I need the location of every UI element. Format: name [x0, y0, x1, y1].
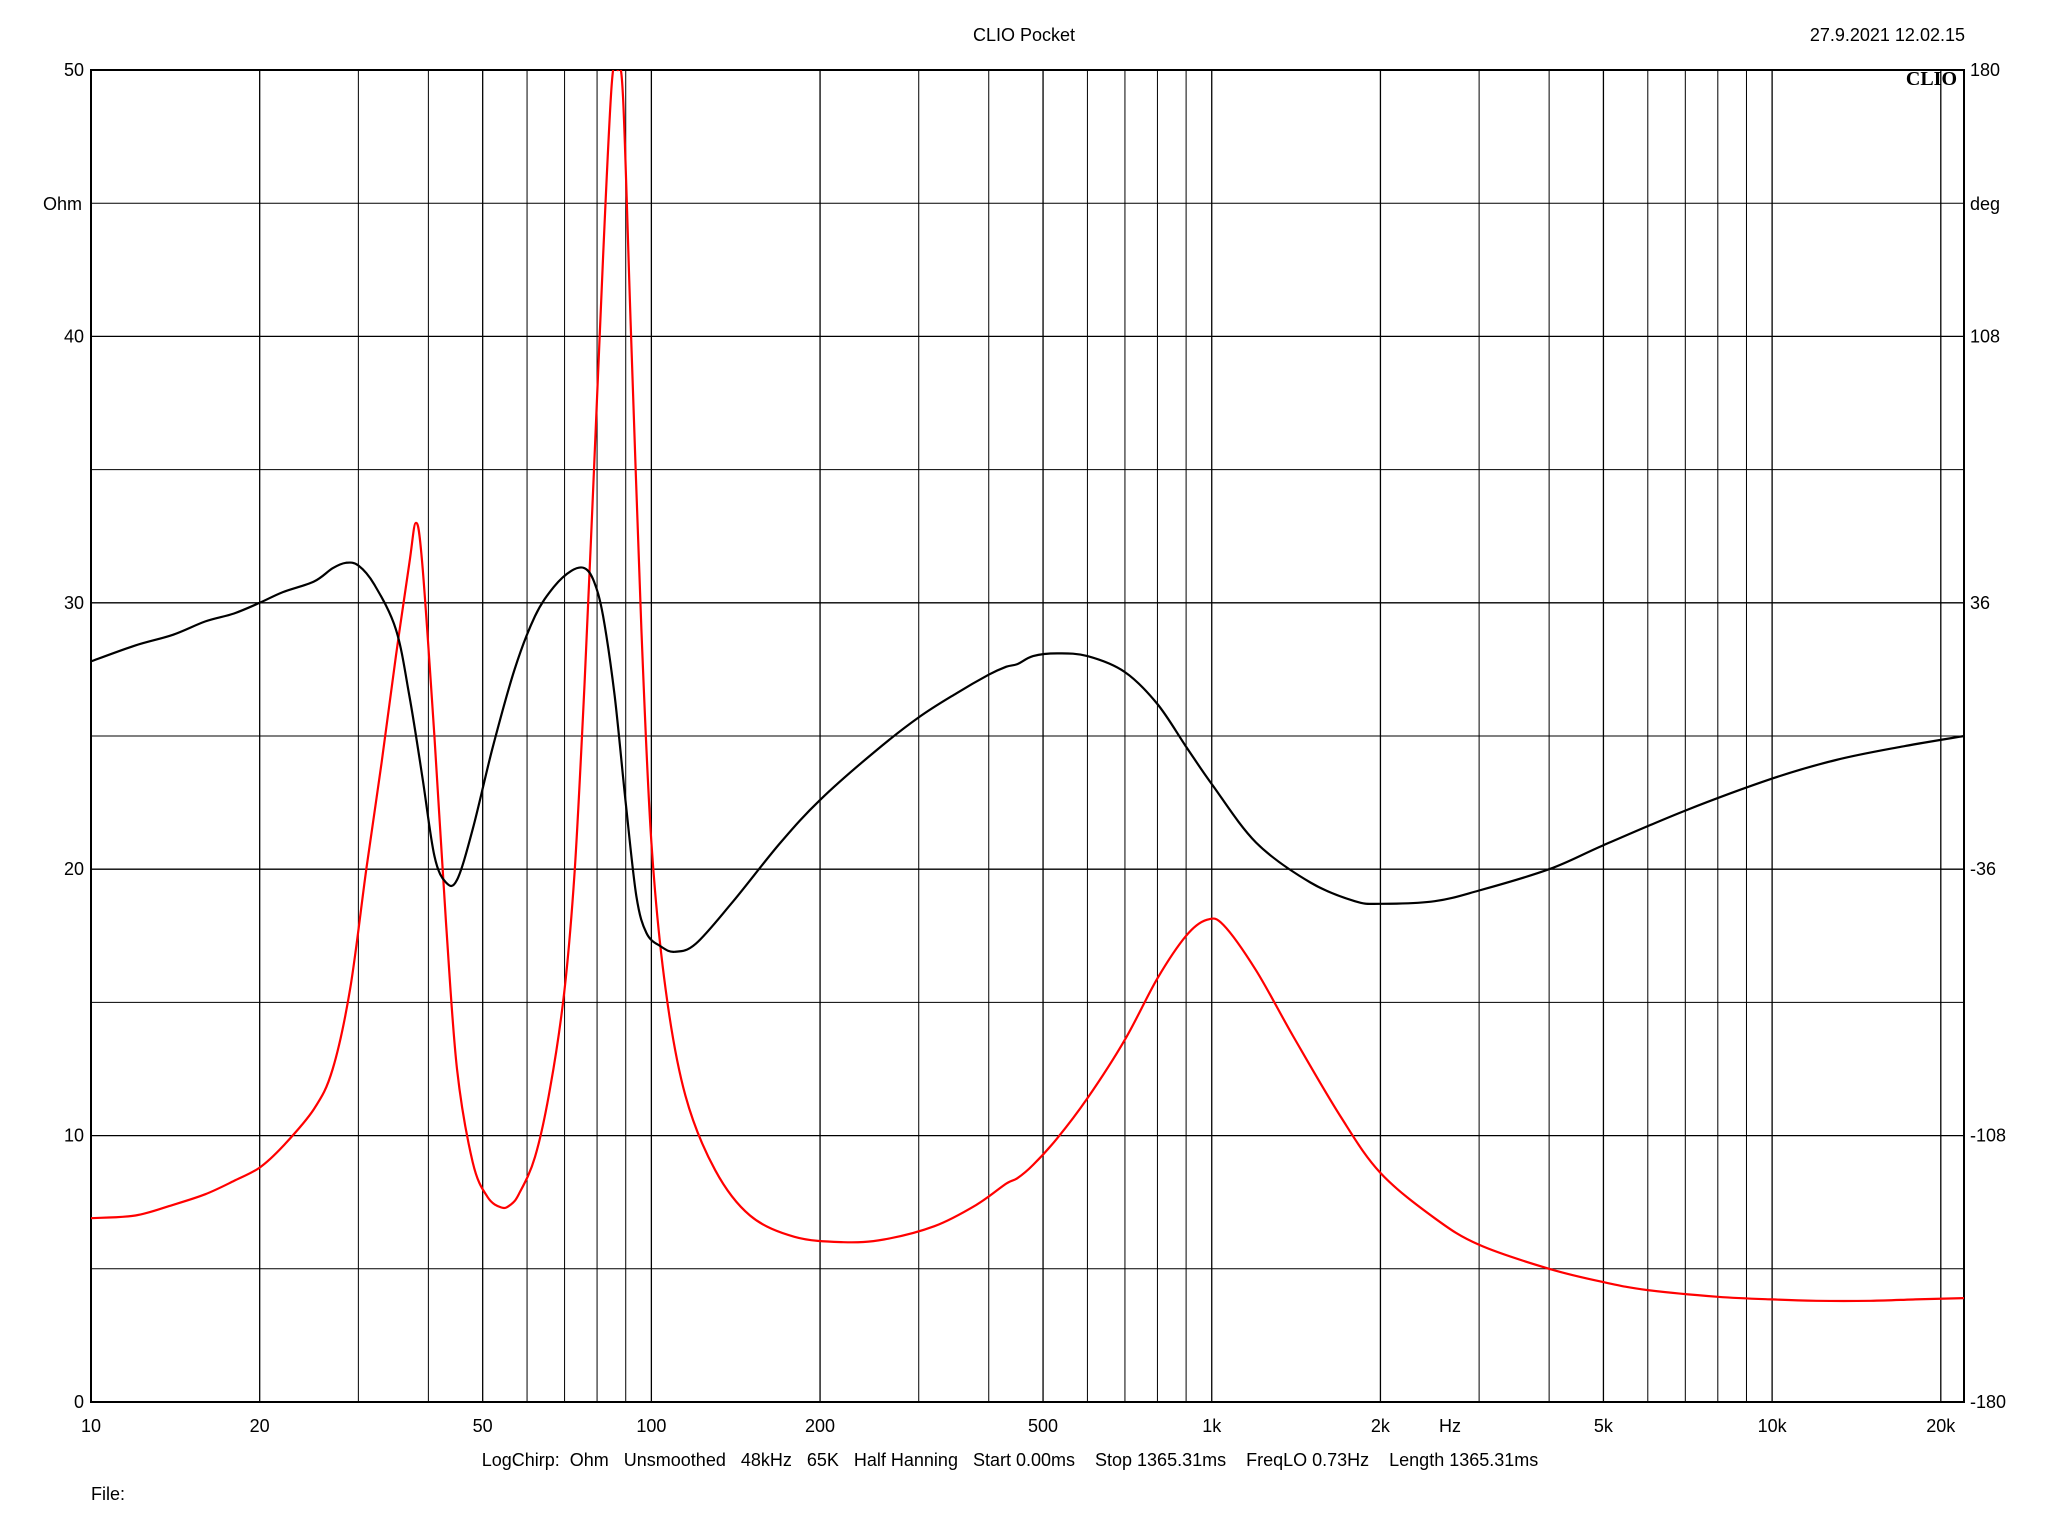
y-tick-label: 20	[64, 859, 84, 879]
x-tick-label: 20k	[1926, 1416, 1956, 1436]
x-tick-label: 2k	[1371, 1416, 1391, 1436]
y2-tick-label: 180	[1970, 60, 2000, 80]
x-tick-label: 500	[1028, 1416, 1058, 1436]
x-tick-label: 1k	[1202, 1416, 1222, 1436]
x-tick-label: 20	[250, 1416, 270, 1436]
y2-tick-label: -108	[1970, 1126, 2006, 1146]
measurement-settings: LogChirp: Ohm Unsmoothed 48kHz 65K Half …	[482, 1450, 1539, 1470]
timestamp: 27.9.2021 12.02.15	[1810, 25, 1965, 45]
series-line-1	[91, 70, 1964, 1303]
y-tick-label: 0	[74, 1392, 84, 1412]
axis-labels: 10 20 50 100 200 500 1k 2k 5k 10k 20k 0 10 20 30 40 50 -1…	[64, 60, 2006, 1436]
y2-tick-label: -180	[1970, 1392, 2006, 1412]
y-tick-label: 40	[64, 326, 84, 346]
chart-title: CLIO Pocket	[973, 25, 1075, 45]
y-tick-label: 50	[64, 60, 84, 80]
series-lines	[91, 70, 1964, 1303]
y2-axis-label: deg	[1970, 194, 2000, 214]
grid	[90, 69, 1964, 1403]
x-tick-label: 10	[81, 1416, 101, 1436]
x-tick-label: 100	[636, 1416, 666, 1436]
x-tick-label: 50	[473, 1416, 493, 1436]
y-tick-label: 10	[64, 1126, 84, 1146]
x-axis-unit: Hz	[1439, 1416, 1461, 1436]
y2-tick-label: 36	[1970, 593, 1990, 613]
series-line-2	[91, 561, 1964, 953]
x-tick-label: 5k	[1594, 1416, 1614, 1436]
x-tick-label: 200	[805, 1416, 835, 1436]
clio-logo: CLIO	[1906, 68, 1957, 90]
y2-tick-label: -36	[1970, 859, 1996, 879]
y-tick-label: 30	[64, 593, 84, 613]
x-tick-label: 10k	[1758, 1416, 1788, 1436]
y2-tick-label: 108	[1970, 326, 2000, 346]
y-axis-label: Ohm	[43, 194, 82, 214]
file-label: File:	[91, 1484, 125, 1504]
